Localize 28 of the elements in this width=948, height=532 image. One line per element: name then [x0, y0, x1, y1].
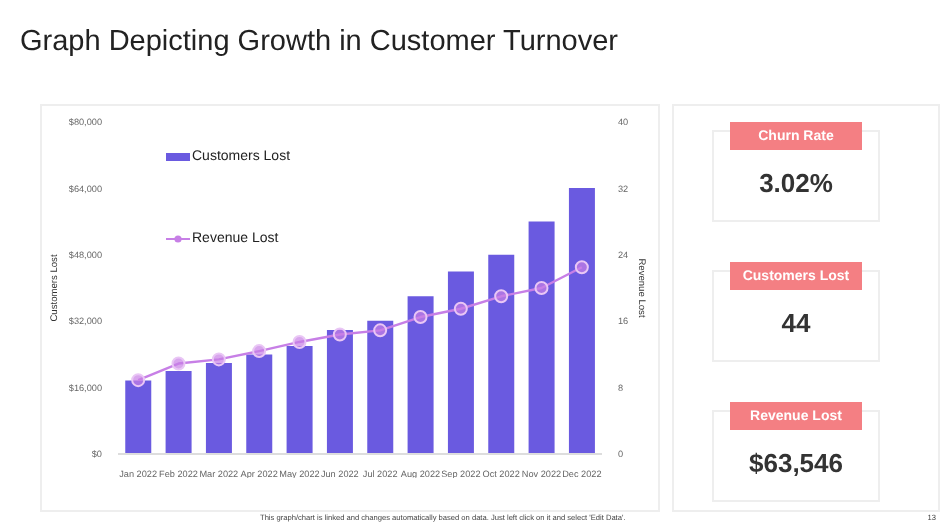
point — [252, 344, 267, 359]
point — [332, 327, 347, 342]
bar — [165, 371, 192, 454]
text: 44 — [779, 308, 813, 338]
bar — [205, 363, 232, 454]
point — [373, 323, 388, 338]
chart-title: Graph Depicting Growth in Customer Turnover — [20, 26, 618, 58]
point — [131, 373, 146, 388]
bar — [568, 187, 595, 454]
text: $63,546 — [747, 448, 845, 478]
point — [534, 281, 549, 295]
bar — [367, 320, 394, 454]
point — [211, 352, 226, 367]
bar — [246, 354, 273, 454]
bar — [447, 271, 474, 454]
bar — [488, 254, 515, 454]
bar — [528, 221, 555, 454]
point — [171, 356, 186, 371]
point — [413, 310, 428, 325]
bar — [326, 329, 353, 454]
point — [494, 289, 509, 304]
text: 3.02% — [757, 168, 835, 198]
point — [453, 301, 468, 316]
bar — [407, 296, 434, 454]
point — [292, 334, 307, 349]
point — [574, 260, 589, 275]
bar — [286, 346, 313, 454]
bar — [125, 380, 152, 454]
